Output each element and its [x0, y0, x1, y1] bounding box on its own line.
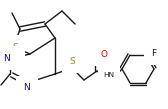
- Text: F: F: [151, 49, 157, 58]
- Text: N: N: [4, 54, 10, 62]
- Text: S: S: [69, 56, 75, 66]
- Text: S: S: [12, 43, 18, 51]
- Text: N: N: [24, 83, 30, 93]
- Text: O: O: [100, 49, 108, 59]
- Text: HN: HN: [103, 72, 115, 78]
